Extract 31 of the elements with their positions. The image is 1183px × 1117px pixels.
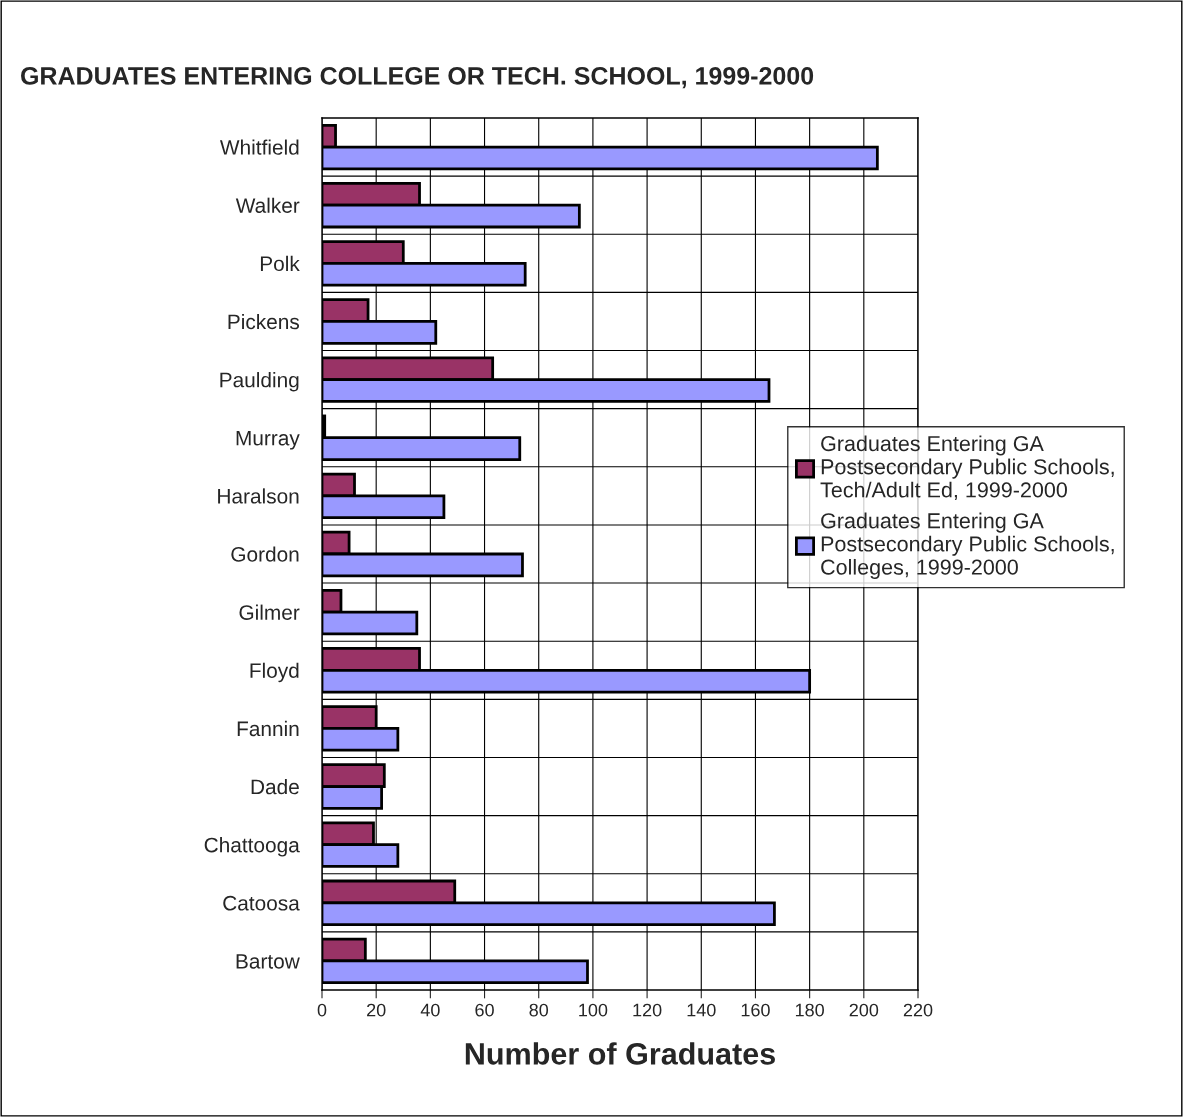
- x-tick-label: 120: [633, 1003, 662, 1017]
- x-tick-label: 0: [317, 1003, 327, 1017]
- y-tick-label: Dade: [251, 778, 299, 795]
- x-tick-label: 20: [367, 1003, 386, 1017]
- x-tick-label: 160: [741, 1003, 770, 1017]
- y-tick-label: Whitfield: [219, 139, 299, 155]
- x-tick-label: 200: [849, 1003, 879, 1017]
- x-tick-label: 60: [475, 1003, 494, 1017]
- y-tick-label: Pickens: [228, 313, 300, 330]
- x-tick-label: 140: [687, 1003, 716, 1017]
- x-tick-label: 100: [579, 1003, 608, 1017]
- x-tick-label: 180: [795, 1003, 824, 1017]
- x-axis-title: Number of Graduates: [465, 1042, 775, 1065]
- y-tick-label: Catoosa: [223, 895, 300, 911]
- x-tick-label: 40: [420, 1003, 440, 1017]
- y-tick-label: Floyd: [250, 662, 299, 683]
- y-tick-label: Haralson: [218, 488, 299, 504]
- y-tick-label: Murray: [236, 430, 300, 450]
- chart-title: GRADUATES ENTERING COLLEGE OR TECH. SCHOOL, 1999-2000: [21, 67, 814, 89]
- y-tick-label: Bartow: [236, 954, 300, 969]
- y-tick-label: Gordon: [231, 546, 299, 562]
- legend-label: Graduates Entering GA Postsecondary Public Schools, Colleges, 1999-2000: [821, 512, 1114, 580]
- y-tick-label: Fannin: [237, 720, 299, 737]
- legend-label: Graduates Entering GA Postsecondary Public Schools, Tech/Adult Ed, 1999-2000: [820, 435, 1114, 501]
- y-tick-label: Walker: [235, 197, 300, 213]
- y-tick-label: Gilmer: [239, 604, 300, 620]
- y-tick-label: Paulding: [220, 372, 299, 392]
- x-tick-label: 220: [903, 1003, 933, 1017]
- y-tick-label: Chattooga: [204, 837, 300, 857]
- x-tick-label: 80: [529, 1003, 549, 1017]
- y-tick-label: Polk: [260, 255, 300, 272]
